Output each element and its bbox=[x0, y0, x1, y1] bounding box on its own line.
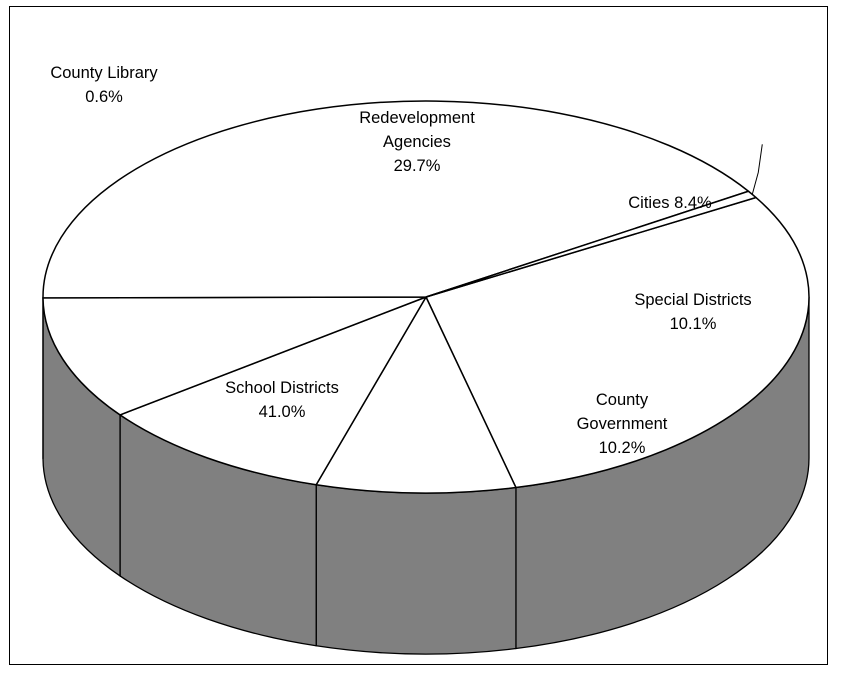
pie-label-line: 10.2% bbox=[599, 439, 646, 457]
pie-slice-redevelopment-agencies bbox=[425, 196, 810, 489]
pie-side-layer bbox=[42, 296, 810, 655]
pie-chart: Redevelopment Agencies 29.7% Cities 8.4% Spe… bbox=[42, 64, 810, 655]
pie-slice-cities bbox=[315, 296, 517, 494]
pie-label-line: 41.0% bbox=[259, 403, 306, 421]
pie-top-layer bbox=[42, 100, 810, 494]
pie-slice-county-government bbox=[42, 296, 427, 416]
pie-label-line: County bbox=[596, 391, 649, 409]
county-library-leader-line bbox=[751, 144, 763, 195]
pie-label-line: Cities 8.4% bbox=[628, 194, 712, 212]
pie-label-line: Government bbox=[577, 415, 668, 433]
pie-label-line: County Library bbox=[50, 64, 158, 82]
pie-side-cities bbox=[315, 484, 517, 655]
pie-label-line: 29.7% bbox=[394, 157, 441, 175]
pie-label-county-library: County Library 0.6% bbox=[50, 64, 158, 106]
pie-label-line: Special Districts bbox=[634, 291, 751, 309]
pie-label-line: Agencies bbox=[383, 133, 451, 151]
pie-label-line: 0.6% bbox=[85, 88, 123, 106]
pie-label-county-government: County Government 10.2% bbox=[577, 391, 668, 457]
pie-slice-special-districts bbox=[119, 296, 427, 486]
pie-label-layer: Redevelopment Agencies 29.7% Cities 8.4% Spe… bbox=[50, 64, 763, 457]
pie-label-special-districts: Special Districts 10.1% bbox=[634, 291, 751, 333]
pie-label-redevelopment-agencies: Redevelopment Agencies 29.7% bbox=[359, 109, 475, 175]
pie-label-cities: Cities 8.4% bbox=[628, 194, 712, 212]
pie-label-school-districts: School Districts 41.0% bbox=[225, 379, 339, 421]
pie-label-line: 10.1% bbox=[670, 315, 717, 333]
pie-label-line: Redevelopment bbox=[359, 109, 475, 127]
chart-frame: Redevelopment Agencies 29.7% Cities 8.4% Spe… bbox=[9, 6, 828, 665]
pie-label-line: School Districts bbox=[225, 379, 339, 397]
